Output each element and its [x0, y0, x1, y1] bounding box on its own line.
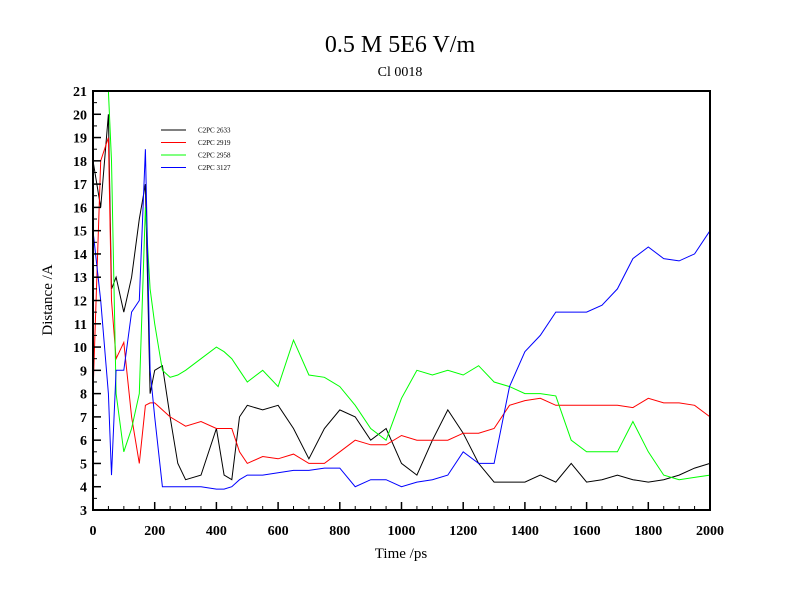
x-tick-label: 1400: [511, 524, 539, 539]
legend-label: C2PC 2919: [198, 139, 231, 147]
x-tick-label: 1200: [449, 524, 477, 539]
legend-label: C2PC 2958: [198, 152, 231, 160]
y-tick-label: 20: [73, 108, 87, 123]
y-tick-label: 19: [73, 132, 87, 147]
x-tick-label: 600: [268, 524, 289, 539]
axis-ticks: 0 200 400 600 800 1000 1200 1400 1600 1800 2000 3 4 5…: [73, 85, 724, 539]
y-tick-label: 5: [80, 457, 87, 472]
x-tick-label: 1600: [573, 524, 601, 539]
x-tick-label: 1000: [388, 524, 416, 539]
series-line-c2pc-2919: [92, 137, 711, 465]
series-line-c2pc-2633: [92, 114, 711, 483]
x-tick-label: 400: [206, 524, 227, 539]
y-tick-label: 6: [80, 434, 87, 449]
y-tick-label: 17: [73, 178, 87, 193]
x-tick-label: 1800: [634, 524, 662, 539]
x-tick-label: 0: [90, 524, 97, 539]
y-tick-label: 11: [74, 318, 87, 333]
series-line-c2pc-3127: [92, 149, 711, 490]
y-tick-label: 21: [73, 85, 87, 100]
chart-title: 0.5 M 5E6 V/m: [324, 32, 476, 58]
y-tick-label: 8: [80, 388, 87, 403]
y-tick-label: 4: [80, 481, 87, 496]
y-tick-label: 13: [73, 271, 87, 286]
chart-subtitle: Cl 0018: [377, 65, 423, 80]
x-tick-label: 200: [144, 524, 165, 539]
y-tick-label: 9: [80, 364, 87, 379]
y-tick-label: 15: [73, 225, 87, 240]
series-layer: [92, 90, 711, 490]
y-tick-label: 12: [73, 295, 87, 310]
legend-label: C2PC 2633: [198, 127, 231, 135]
x-tick-label: 2000: [696, 524, 724, 539]
y-tick-label: 10: [73, 341, 87, 356]
y-tick-label: 3: [80, 504, 87, 519]
x-axis-label: Time /ps: [375, 546, 428, 562]
y-tick-label: 14: [73, 248, 87, 263]
y-tick-label: 18: [73, 155, 87, 170]
series-line-c2pc-2958: [93, 90, 711, 481]
y-tick-label: 7: [80, 411, 87, 426]
plot-frame: [92, 90, 711, 511]
legend: C2PC 2633 C2PC 2919 C2PC 2958 C2PC 3127: [161, 127, 231, 172]
legend-label: C2PC 3127: [198, 164, 231, 172]
y-tick-label: 16: [73, 201, 87, 216]
y-axis-label: Distance /A: [40, 264, 56, 335]
x-tick-label: 800: [329, 524, 350, 539]
